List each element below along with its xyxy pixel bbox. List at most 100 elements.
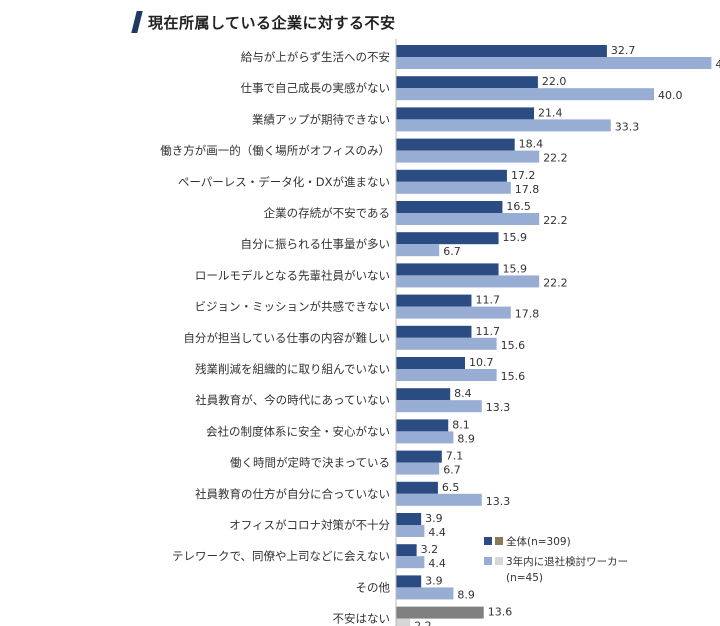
data-label-series2: 6.7 xyxy=(443,245,461,258)
data-label-series2: 22.2 xyxy=(543,214,568,227)
bar-series1 xyxy=(396,169,507,182)
bar-series1 xyxy=(396,606,484,619)
category-label: 会社の制度体系に安全・安心がない xyxy=(206,424,390,438)
legend-swatch-series1 xyxy=(484,537,492,545)
category-label: 業績アップが期待できない xyxy=(252,112,390,126)
bar-series2 xyxy=(396,150,540,163)
bar-series1 xyxy=(396,450,442,463)
bar-series2 xyxy=(396,306,511,319)
data-label-series2: 15.6 xyxy=(501,370,526,383)
data-label-series1: 8.4 xyxy=(454,387,472,400)
bar-series2 xyxy=(396,181,511,194)
data-label-series2: 2.2 xyxy=(414,620,432,626)
category-label: 自分に振られる仕事量が多い xyxy=(241,237,391,251)
bar-series2 xyxy=(396,244,440,257)
data-label-series2: 40.0 xyxy=(658,89,683,102)
category-label: 企業の存続が不安である xyxy=(264,206,390,220)
category-label: オフィスがコロナ対策が不十分 xyxy=(229,518,390,532)
category-label: 社員教育が、今の時代にあっていない xyxy=(195,393,390,407)
category-label: テレワークで、同僚や上司などに会えない xyxy=(172,549,390,563)
data-label-series1: 11.7 xyxy=(475,294,500,307)
bar-series1 xyxy=(396,263,499,276)
category-label: 働く時間が定時で決まっている xyxy=(230,456,390,470)
chart-title-block: 現在所属している企業に対する不安 xyxy=(131,10,396,34)
bar-series1 xyxy=(396,513,422,525)
category-label: 不安はない xyxy=(333,612,391,626)
bar-series2 xyxy=(396,119,611,132)
data-label-series2: 8.9 xyxy=(457,588,475,601)
bar-series1 xyxy=(396,76,538,89)
bar-series2 xyxy=(396,493,482,506)
data-label-series1: 11.7 xyxy=(475,325,500,338)
data-label-series1: 22.0 xyxy=(542,75,567,88)
category-label: ペーパーレス・データ化・DXが進まない xyxy=(178,175,390,189)
data-label-series1: 13.6 xyxy=(488,606,512,619)
bar-series1 xyxy=(396,544,417,557)
data-label-series2: 13.3 xyxy=(486,495,511,508)
bar-series2 xyxy=(396,275,540,288)
data-label-series1: 3.9 xyxy=(425,574,443,587)
bar-series2 xyxy=(396,213,540,225)
bar-series1 xyxy=(396,388,451,401)
bar-series1 xyxy=(396,575,422,588)
data-label-series2: 22.2 xyxy=(543,276,568,289)
category-label: その他 xyxy=(356,580,391,594)
bar-series1 xyxy=(396,201,503,213)
data-label-series1: 6.5 xyxy=(442,481,460,494)
data-label-series1: 8.1 xyxy=(452,418,470,431)
legend-label-series2: 3年内に退社検討ワーカー xyxy=(506,555,628,568)
data-label-series2: 4.4 xyxy=(428,526,446,539)
category-label: 給与が上がらず生活への不安 xyxy=(241,50,390,64)
bar-series2 xyxy=(396,462,440,475)
bar-series2 xyxy=(396,369,497,381)
data-label-series2: 6.7 xyxy=(443,464,461,477)
bar-series1 xyxy=(396,107,535,120)
bar-series1 xyxy=(396,419,449,432)
data-label-series1: 10.7 xyxy=(469,356,494,369)
category-label: ビジョン・ミッションが共感できない xyxy=(195,300,391,314)
bar-series2 xyxy=(396,400,482,413)
data-label-series2: 17.8 xyxy=(515,183,540,196)
data-label-series1: 15.9 xyxy=(503,231,528,244)
bar-series2 xyxy=(396,337,497,350)
bar-series1 xyxy=(396,357,466,369)
data-label-series2: 8.9 xyxy=(457,432,475,445)
bar-series1 xyxy=(396,138,515,151)
data-label-series1: 18.4 xyxy=(519,138,544,151)
bar-series2 xyxy=(396,57,712,69)
bar-series1 xyxy=(396,481,438,494)
data-label-series2: 4.4 xyxy=(428,557,446,570)
bar-series2 xyxy=(396,587,454,600)
data-label-series1: 3.9 xyxy=(425,512,443,525)
legend-swatch-series2-alt xyxy=(495,557,503,565)
legend-label-series2-line2: (n=45) xyxy=(506,572,543,584)
bar-series1 xyxy=(396,294,472,307)
legend-item-series2: 3年内に退社検討ワーカー (n=45) xyxy=(484,555,628,584)
data-label-series2: 17.8 xyxy=(515,308,540,321)
data-label-series2: 13.3 xyxy=(486,401,511,414)
bar-series2 xyxy=(396,525,425,537)
category-label: 仕事で自己成長の実感がない xyxy=(241,81,391,95)
bar-series1 xyxy=(396,325,472,338)
category-label: 社員教育の仕方が自分に合っていない xyxy=(195,487,390,501)
category-label: ロールモデルとなる先輩社員がいない xyxy=(195,268,390,282)
chart-title: 現在所属している企業に対する不安 xyxy=(148,13,396,32)
legend-label-series1: 全体(n=309) xyxy=(506,535,571,548)
data-label-series2: 15.6 xyxy=(501,339,526,352)
bar-series2 xyxy=(396,431,454,444)
bar-series2 xyxy=(396,618,411,626)
bar-series2 xyxy=(396,88,654,101)
legend-swatch-series2 xyxy=(484,557,492,565)
data-label-series2: 33.3 xyxy=(615,120,640,133)
category-label: 働き方が画一的（働く場所がオフィスのみ） xyxy=(160,144,390,158)
data-label-series2: 48.9 xyxy=(715,58,720,71)
legend-item-series1: 全体(n=309) xyxy=(484,535,571,548)
data-label-series2: 22.2 xyxy=(543,152,568,165)
data-label-series1: 3.2 xyxy=(421,543,439,556)
category-label: 自分が担当している仕事の内容が難しい xyxy=(183,331,390,345)
data-label-series1: 17.2 xyxy=(511,169,536,182)
category-label: 残業削減を組織的に取り組んでいない xyxy=(195,362,390,376)
data-label-series1: 7.1 xyxy=(446,450,464,463)
bar-series1 xyxy=(396,45,607,57)
